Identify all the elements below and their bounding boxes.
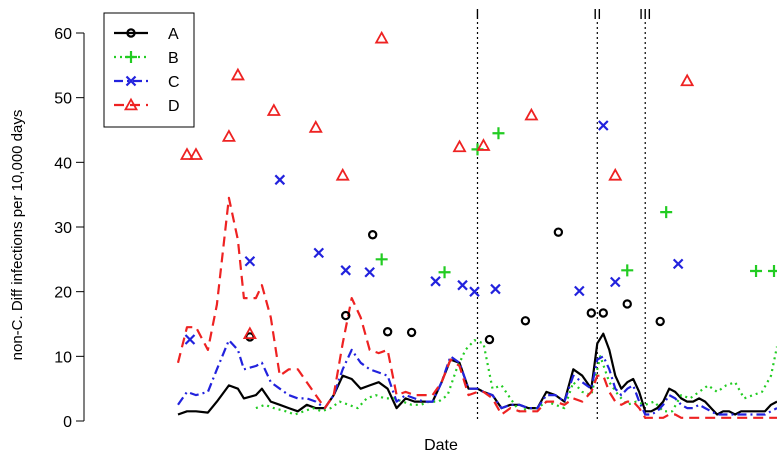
legend-label-b: B [168,50,179,67]
data-point-d [221,129,236,142]
legend-box [103,12,195,128]
annotation-lines: I II III [475,6,651,421]
y-tick-label: 0 [63,414,72,431]
data-point-d [179,147,195,160]
data-point-c [598,120,609,131]
data-point-c [457,279,468,291]
y-tick-label: 10 [54,349,72,366]
data-point-a [553,227,564,237]
data-point-a [245,332,255,342]
data-point-a [406,327,417,338]
data-point-c [430,276,441,287]
legend-marker-a [126,28,136,38]
series-line-c [177,339,777,416]
data-point-c [313,247,325,259]
series-points [179,30,777,345]
data-point-a [655,316,665,327]
data-point-b [750,264,763,277]
data-point-d [266,103,281,116]
data-point-d [230,67,245,81]
data-point-b [375,253,388,266]
data-point-b [621,264,634,277]
data-point-b [768,264,777,277]
data-point-c [364,266,375,278]
data-point-c [340,265,351,276]
y-axis: 0 10 20 30 40 50 60 [54,26,85,431]
data-point-c [274,174,286,186]
data-point-d [524,107,539,121]
data-point-b [492,127,505,140]
y-tick-label: 30 [54,220,72,237]
data-point-b [438,266,451,279]
y-tick-label: 60 [54,26,72,43]
data-point-a [367,230,378,240]
legend-marker-b [125,51,137,63]
data-point-d [374,30,389,44]
series-line-d [176,196,777,419]
data-point-a [520,316,531,326]
data-point-c [574,285,585,297]
legend-label-d: D [168,98,180,115]
data-point-d [476,138,491,151]
data-point-d [308,120,323,133]
annotation-label: I [475,6,479,23]
data-point-a [586,308,597,318]
data-point-d [452,139,467,153]
data-point-a [598,308,608,318]
y-axis-label: non-C. Diff infections per 10,000 days [9,110,26,361]
data-point-c [490,283,501,295]
annotation-label: III [639,6,652,23]
y-tick-label: 50 [54,91,72,108]
y-tick-label: 40 [54,155,72,172]
legend-marker-c [125,75,137,87]
series-line-b [255,339,777,416]
data-point-c [184,334,196,345]
data-point-c [672,258,684,270]
data-point-d [188,147,203,160]
annotation-label: II [593,6,601,23]
data-point-d [335,167,350,181]
data-point-c [609,276,621,288]
x-axis-label: Date [424,437,458,454]
y-tick-label: 20 [54,285,72,302]
series-lines [176,196,777,419]
data-point-d [242,326,257,339]
legend-label-c: C [168,74,180,91]
data-point-a [382,327,393,337]
legend-marker-d [123,97,139,111]
data-point-c [244,255,256,267]
data-point-a [622,299,632,309]
data-point-a [341,310,351,321]
legend-label-a: A [168,26,179,43]
data-point-d [608,167,623,181]
data-point-c [469,286,480,297]
data-point-d [680,73,695,87]
data-point-a [484,334,495,345]
data-point-b [660,206,673,219]
